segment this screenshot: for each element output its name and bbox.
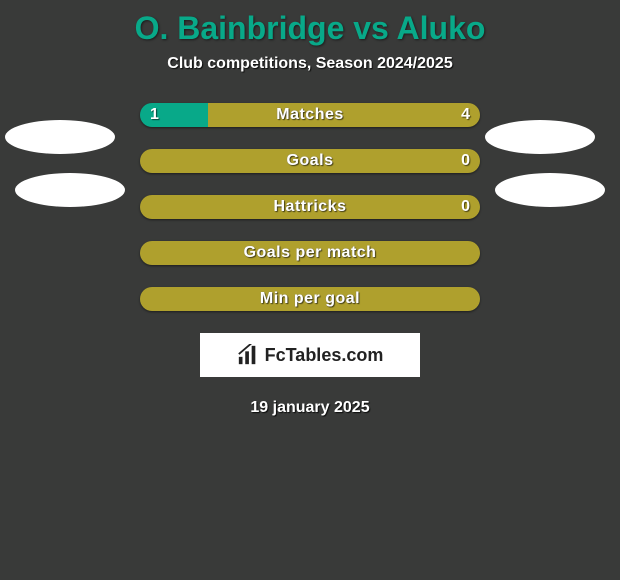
stat-label: Goals (140, 149, 480, 173)
stat-label: Hattricks (140, 195, 480, 219)
stat-bar-goals: Goals0 (140, 149, 480, 173)
stat-bar-hattricks: Hattricks0 (140, 195, 480, 219)
stat-bar-goals_per_match: Goals per match (140, 241, 480, 265)
side-ellipse-left (5, 120, 115, 154)
page-title: O. Bainbridge vs Aluko (0, 0, 620, 55)
stat-label: Min per goal (140, 287, 480, 311)
stat-value-left: 1 (150, 103, 159, 127)
date-line: 19 january 2025 (0, 399, 620, 417)
stat-bar-min_per_goal: Min per goal (140, 287, 480, 311)
stat-value-right: 4 (461, 103, 470, 127)
bar-chart-icon (237, 344, 259, 366)
side-ellipse-right (495, 173, 605, 207)
stat-bar-matches: Matches1 4 (140, 103, 480, 127)
side-ellipse-left (15, 173, 125, 207)
stat-value-right: 0 (461, 149, 470, 173)
stat-label: Matches (140, 103, 480, 127)
logo-box: FcTables.com (200, 333, 420, 377)
side-ellipse-right (485, 120, 595, 154)
stat-label: Goals per match (140, 241, 480, 265)
stat-value-right: 0 (461, 195, 470, 219)
logo-text: FcTables.com (265, 345, 384, 366)
page-subtitle: Club competitions, Season 2024/2025 (0, 55, 620, 103)
